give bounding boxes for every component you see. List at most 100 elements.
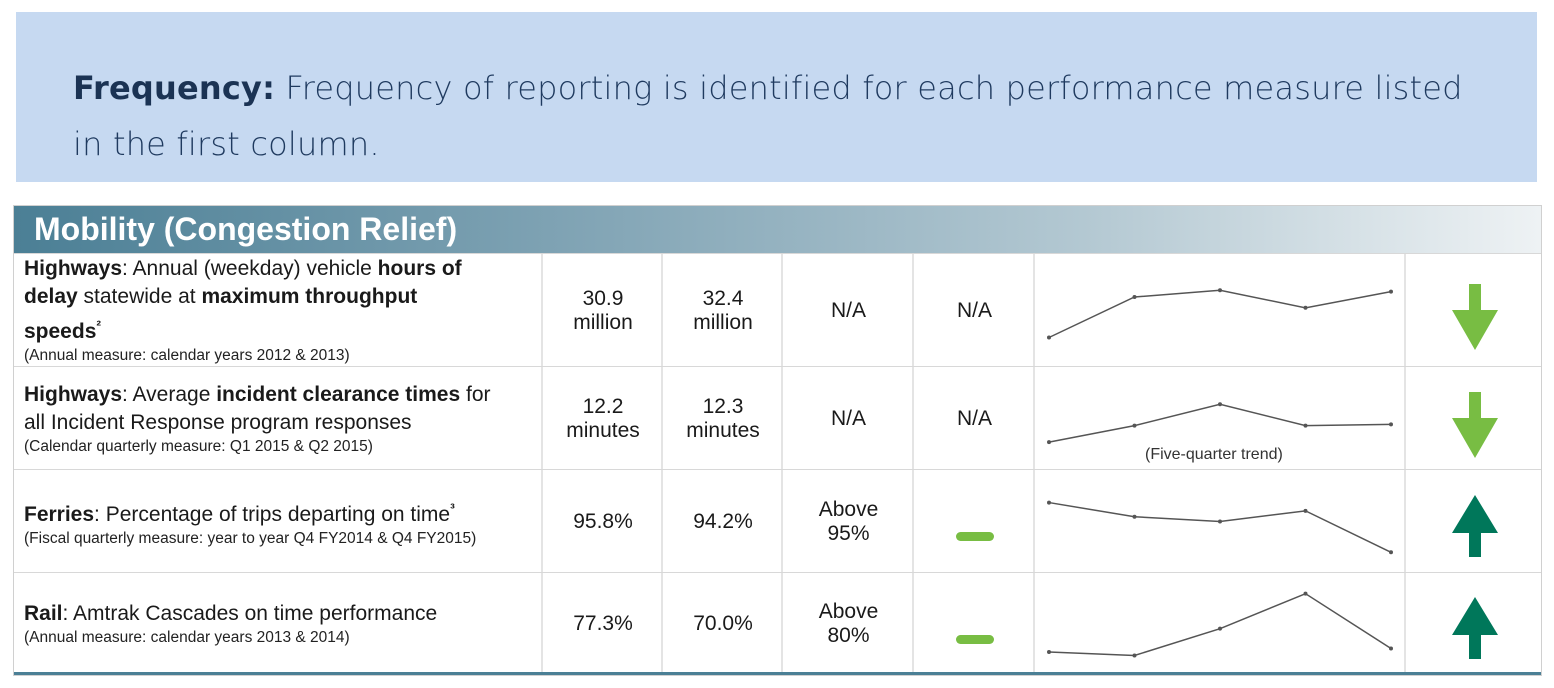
- trend-point: [1132, 423, 1137, 428]
- trend-point: [1218, 626, 1222, 631]
- goal-met-text: N/A: [956, 298, 992, 322]
- prior-value-cell: 95.8%: [541, 470, 663, 573]
- prior-value-text: 95.8%: [573, 509, 633, 533]
- goal-met-text: N/A: [956, 406, 992, 430]
- goal-cell: N/A: [781, 367, 914, 470]
- dash-icon: [955, 634, 994, 644]
- measure-note: (Calendar quarterly measure: Q1 2015 & Q…: [24, 437, 373, 455]
- measure-mode: Ferries: [24, 503, 95, 526]
- measure-text: hours of delay: [24, 257, 462, 308]
- trend-point: [1389, 289, 1393, 294]
- goal-met-cell: N/A: [912, 254, 1035, 367]
- prior-value-cell: 77.3%: [541, 573, 663, 675]
- trend-sparkline: [1047, 288, 1393, 340]
- trend-point: [1218, 288, 1222, 293]
- arrow-shape: [1451, 283, 1498, 350]
- measure-text: : Average: [122, 382, 217, 406]
- trend-line: [1048, 289, 1392, 339]
- trend-point: [1047, 440, 1051, 445]
- prior-value-text: 30.9 million: [573, 286, 633, 334]
- current-value-text: 12.3 minutes: [686, 394, 760, 442]
- goal-met-cell: [912, 573, 1035, 675]
- table-row: Ferries: Percentage of trips departing o…: [14, 469, 1541, 573]
- measure-description: Ferries: Percentage of trips departing o…: [24, 494, 476, 549]
- arrow-shape: [1451, 391, 1498, 458]
- direction-cell: [1404, 367, 1543, 470]
- measure-description-cell: Highways: Annual (weekday) vehicle hours…: [14, 254, 541, 367]
- direction-cell: [1404, 254, 1543, 367]
- measure-description-cell: Highways: Average incident clearance tim…: [14, 367, 541, 470]
- direction-cell: [1404, 470, 1543, 573]
- table-row: Rail: Amtrak Cascades on time performanc…: [14, 572, 1541, 675]
- measure-text: : Annual (weekday) vehicle: [122, 257, 378, 280]
- trend-sparkline: [1047, 591, 1393, 658]
- trend-point: [1047, 500, 1051, 505]
- trend-point: [1047, 335, 1051, 340]
- current-value-text: 32.4 million: [693, 286, 753, 334]
- goal-text: N/A: [830, 406, 866, 430]
- down-arrow-icon: [1451, 283, 1498, 350]
- current-value-cell: 70.0%: [661, 573, 783, 675]
- goal-cell: N/A: [781, 254, 914, 367]
- prior-value-cell: 12.2 minutes: [541, 367, 663, 470]
- trend-point: [1303, 305, 1308, 310]
- goal-text: Above 80%: [818, 600, 879, 647]
- measure-mode: Highways: [24, 382, 123, 406]
- trend-line: [1048, 501, 1392, 553]
- current-value-cell: 32.4 million: [661, 254, 783, 367]
- callout-label: Frequency:: [73, 69, 276, 107]
- trend-point: [1132, 514, 1137, 519]
- measure-text: maximum throughput speeds: [24, 285, 418, 343]
- measure-mode: Highways: [24, 257, 123, 280]
- measure-note: (Annual measure: calendar years 2013 & 2…: [24, 629, 350, 646]
- trend-sparkline: [1047, 500, 1393, 555]
- trend-label: (Five-quarter trend): [1145, 446, 1283, 463]
- current-value-text: 70.0%: [693, 612, 753, 635]
- trend-line: [1048, 592, 1392, 657]
- goal-text: Above 95%: [818, 497, 879, 545]
- trend-point: [1389, 422, 1393, 427]
- frequency-callout: Frequency: Frequency of reporting is ide…: [16, 12, 1537, 182]
- arrow-shape: [1451, 597, 1498, 659]
- goal-cell: Above 95%: [781, 470, 914, 573]
- prior-value-text: 12.2 minutes: [566, 394, 640, 442]
- measure-text: : Percentage of trips departing on time: [94, 503, 451, 526]
- measure-description-cell: Ferries: Percentage of trips departing o…: [14, 470, 541, 573]
- section-title: Mobility (Congestion Relief): [34, 211, 458, 247]
- trend-cell: [1033, 573, 1406, 675]
- measure-mode: Rail: [24, 602, 63, 625]
- goal-met-cell: [912, 470, 1035, 573]
- footnote-marker: ³: [450, 500, 455, 516]
- footnote-marker: ²: [96, 317, 102, 333]
- trend-point: [1303, 591, 1308, 596]
- up-arrow-icon: [1451, 597, 1498, 659]
- table-row: Highways: Annual (weekday) vehicle hours…: [14, 253, 1541, 367]
- current-value-text: 94.2%: [693, 509, 753, 533]
- trend-sparkline: [1047, 402, 1393, 445]
- trend-point: [1132, 653, 1137, 658]
- measure-text: statewide at: [77, 285, 202, 308]
- trend-point: [1132, 295, 1137, 299]
- measure-text: incident clearance times: [216, 382, 461, 406]
- measure-description: Highways: Average incident clearance tim…: [24, 381, 514, 457]
- measure-description-cell: Rail: Amtrak Cascades on time performanc…: [14, 573, 541, 675]
- mobility-table: Mobility (Congestion Relief) Highways: A…: [13, 205, 1542, 676]
- bottom-rule: [14, 672, 1541, 675]
- goal-cell: Above 80%: [781, 573, 914, 675]
- trend-cell: (Five-quarter trend): [1033, 367, 1406, 470]
- up-arrow-icon: [1451, 494, 1498, 557]
- trend-point: [1389, 646, 1393, 651]
- down-arrow-icon: [1451, 391, 1498, 458]
- arrow-shape: [1451, 494, 1498, 557]
- trend-line: [1048, 403, 1392, 443]
- goal-met-cell: N/A: [912, 367, 1035, 470]
- measure-note: (Annual measure: calendar years 2012 & 2…: [24, 347, 350, 364]
- measure-text: : Amtrak Cascades on time performance: [62, 602, 438, 625]
- trend-cell: [1033, 470, 1406, 573]
- trend-cell: [1033, 254, 1406, 367]
- measure-note: (Fiscal quarterly measure: year to year …: [24, 530, 477, 547]
- measure-text: for all Incident Response program respon…: [24, 382, 491, 434]
- table-row: Highways: Average incident clearance tim…: [14, 366, 1541, 470]
- trend-point: [1218, 519, 1222, 524]
- measure-description: Rail: Amtrak Cascades on time performanc…: [24, 600, 437, 648]
